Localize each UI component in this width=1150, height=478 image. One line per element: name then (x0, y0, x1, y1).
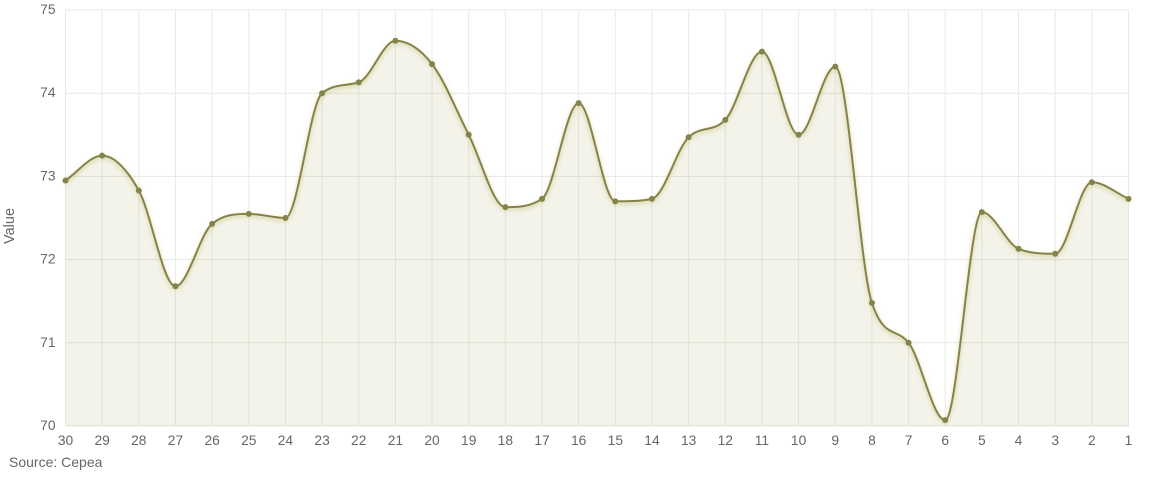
svg-text:7: 7 (905, 433, 913, 448)
svg-text:23: 23 (314, 433, 330, 448)
svg-text:11: 11 (755, 433, 769, 448)
svg-text:72: 72 (40, 252, 55, 267)
svg-text:17: 17 (534, 433, 549, 448)
svg-text:8: 8 (868, 433, 876, 448)
svg-text:16: 16 (571, 433, 587, 448)
svg-text:1: 1 (1125, 433, 1133, 448)
svg-text:73: 73 (40, 168, 56, 183)
svg-text:70: 70 (40, 418, 56, 433)
svg-text:4: 4 (1015, 433, 1023, 448)
svg-text:21: 21 (388, 433, 403, 448)
svg-text:19: 19 (461, 433, 477, 448)
svg-text:74: 74 (40, 85, 56, 100)
svg-text:Value: Value (2, 208, 18, 244)
svg-text:27: 27 (168, 433, 183, 448)
svg-text:20: 20 (424, 433, 440, 448)
svg-text:24: 24 (278, 433, 294, 448)
svg-text:12: 12 (718, 433, 733, 448)
svg-text:18: 18 (498, 433, 514, 448)
svg-text:71: 71 (40, 335, 55, 350)
svg-text:22: 22 (351, 433, 366, 448)
svg-text:28: 28 (131, 433, 147, 448)
svg-text:6: 6 (941, 433, 949, 448)
svg-text:26: 26 (204, 433, 220, 448)
svg-text:9: 9 (831, 433, 839, 448)
svg-text:25: 25 (241, 433, 257, 448)
svg-text:30: 30 (58, 433, 74, 448)
svg-text:3: 3 (1051, 433, 1059, 448)
svg-text:5: 5 (978, 433, 986, 448)
svg-text:10: 10 (791, 433, 807, 448)
svg-text:29: 29 (94, 433, 110, 448)
svg-text:75: 75 (40, 2, 56, 17)
svg-text:15: 15 (608, 433, 624, 448)
svg-text:13: 13 (681, 433, 697, 448)
svg-text:14: 14 (644, 433, 660, 448)
svg-text:2: 2 (1088, 433, 1096, 448)
